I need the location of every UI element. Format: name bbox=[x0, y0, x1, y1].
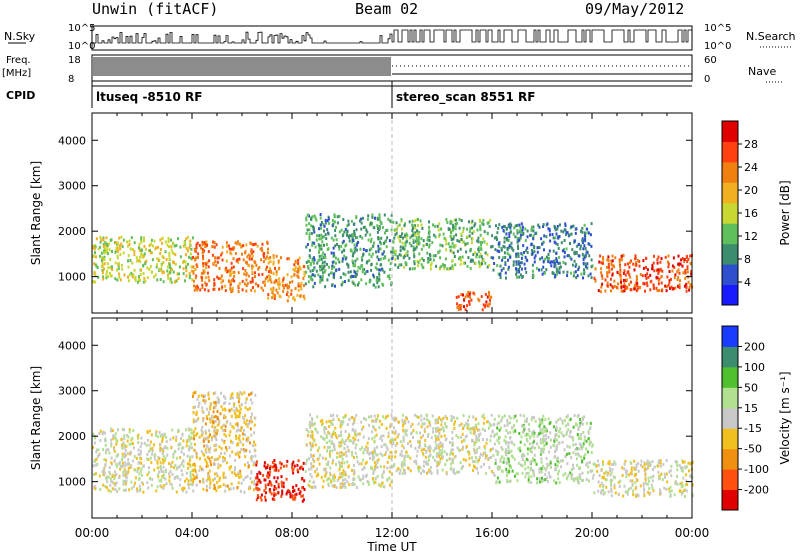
y-axis-label: Slant Range [km] bbox=[29, 366, 43, 470]
cpid-segment-0: ltuseq -8510 RF bbox=[96, 90, 202, 104]
colorbar-band-7 bbox=[722, 346, 738, 367]
freq-tick-top: 18 bbox=[68, 55, 81, 66]
cpid-strip: ltuseq -8510 RF stereo_scan 8551 RF bbox=[92, 81, 692, 108]
y-tick-label-0: 4000 bbox=[58, 134, 86, 147]
colorbar-label: Velocity [m s⁻¹] bbox=[778, 371, 792, 464]
date-title: 09/May/2012 bbox=[585, 0, 684, 18]
x-tick-label-4: 16:00 bbox=[475, 526, 510, 540]
y-tick-label-2: 2000 bbox=[58, 430, 86, 443]
y-tick-label-3: 1000 bbox=[58, 271, 86, 284]
colorbar: 28 24 20 16 12 8 4 Power [dB] bbox=[722, 121, 792, 306]
nave-tick-top: 60 bbox=[704, 55, 717, 66]
colorbar-band-5 bbox=[722, 182, 738, 203]
data-region-3 bbox=[305, 213, 394, 289]
nsky-label: N.Sky bbox=[4, 30, 36, 43]
data-region-0 bbox=[92, 427, 194, 493]
y-tick-label-2: 2000 bbox=[58, 225, 86, 238]
colorbar-band-1 bbox=[722, 469, 738, 490]
time-axis: 00:00 04:00 08:00 12:00 16:00 20:00 00:00 Time … bbox=[75, 526, 710, 554]
colorbar-band-5 bbox=[722, 387, 738, 408]
data-region-0 bbox=[92, 236, 194, 284]
colorbar: 200 100 50 15 -15 -50 -100 -200 Velocity [m s⁻¹] bbox=[722, 326, 792, 511]
data-region-5 bbox=[492, 414, 594, 485]
nsearch-tick-bottom: 10^0 bbox=[704, 41, 731, 52]
colorbar-label: Power [dB] bbox=[778, 180, 792, 245]
colorbar-tick-1: 100 bbox=[744, 361, 765, 374]
colorbar-band-3 bbox=[722, 428, 738, 449]
data-region-1 bbox=[192, 240, 269, 293]
colorbar-band-6 bbox=[722, 162, 738, 183]
freq-label: Freq. bbox=[6, 55, 31, 66]
colorbar-tick-3: 16 bbox=[744, 207, 758, 220]
data-region-4 bbox=[392, 414, 494, 476]
x-tick-label-2: 08:00 bbox=[275, 526, 310, 540]
beam-title: Beam 02 bbox=[355, 0, 418, 18]
freq-unit-label: [MHz] bbox=[2, 68, 31, 79]
colorbar-tick-1: 24 bbox=[744, 161, 758, 174]
velocity-panel: 4000 3000 2000 1000 Slant Range [km] 200 100 50… bbox=[29, 318, 792, 518]
nsearch-label: N.Search bbox=[746, 30, 796, 43]
colorbar-tick-0: 28 bbox=[744, 138, 758, 151]
data-region-2 bbox=[255, 459, 306, 503]
colorbar-band-7 bbox=[722, 141, 738, 162]
colorbar-band-3 bbox=[722, 223, 738, 244]
freq-tick-bottom: 8 bbox=[68, 74, 74, 85]
colorbar-tick-7: -200 bbox=[744, 484, 769, 497]
x-tick-label-3: 12:00 bbox=[375, 526, 410, 540]
nave-tick-bottom: 0 bbox=[704, 74, 710, 85]
colorbar-band-4 bbox=[722, 203, 738, 224]
colorbar-tick-2: 20 bbox=[744, 184, 758, 197]
data-region-1 bbox=[192, 391, 256, 494]
colorbar-band-6 bbox=[722, 367, 738, 388]
colorbar-tick-6: -100 bbox=[744, 463, 769, 476]
data-region-6 bbox=[492, 222, 593, 280]
data-region-4 bbox=[392, 218, 494, 271]
data-region-7 bbox=[594, 254, 694, 293]
x-tick-label-0: 00:00 bbox=[75, 526, 110, 540]
colorbar-tick-2: 50 bbox=[744, 381, 758, 394]
nsky-tick-top: 10^5 bbox=[68, 23, 95, 34]
y-tick-label-1: 3000 bbox=[58, 385, 86, 398]
colorbar-band-0 bbox=[722, 285, 738, 306]
y-tick-label-0: 4000 bbox=[58, 339, 86, 352]
nave-label: Nave bbox=[748, 65, 776, 78]
colorbar-band-2 bbox=[722, 244, 738, 265]
colorbar-band-1 bbox=[722, 264, 738, 285]
colorbar-band-2 bbox=[722, 449, 738, 470]
cpid-label: CPID bbox=[6, 89, 35, 102]
y-tick-label-1: 3000 bbox=[58, 180, 86, 193]
x-tick-label-5: 20:00 bbox=[575, 526, 610, 540]
colorbar-band-8 bbox=[722, 326, 738, 347]
data-region-5 bbox=[456, 291, 493, 312]
colorbar-tick-6: 4 bbox=[744, 276, 751, 289]
data-region-3 bbox=[305, 414, 394, 490]
x-axis-label: Time UT bbox=[366, 540, 417, 554]
data-region-2 bbox=[267, 254, 306, 302]
x-tick-label-6: 00:00 bbox=[675, 526, 710, 540]
y-tick-label-3: 1000 bbox=[58, 476, 86, 489]
power-panel: 4000 3000 2000 1000 Slant Range [km] 28 24 20 16… bbox=[29, 113, 792, 313]
freq-trace bbox=[92, 57, 692, 76]
station-title: Unwin (fitACF) bbox=[92, 0, 218, 18]
colorbar-tick-5: -50 bbox=[744, 443, 762, 456]
colorbar-tick-4: 12 bbox=[744, 230, 758, 243]
colorbar-band-4 bbox=[722, 408, 738, 429]
colorbar-tick-3: 15 bbox=[744, 402, 758, 415]
colorbar-tick-4: -15 bbox=[744, 422, 762, 435]
colorbar-tick-5: 8 bbox=[744, 253, 751, 266]
colorbar-band-8 bbox=[722, 121, 738, 142]
nsearch-tick-top: 10^5 bbox=[704, 23, 731, 34]
y-axis-ticks: 4000 3000 2000 1000 bbox=[58, 134, 692, 283]
x-tick-label-1: 04:00 bbox=[175, 526, 210, 540]
cpid-segment-1: stereo_scan 8551 RF bbox=[396, 90, 535, 105]
nsky-tick-bottom: 10^0 bbox=[68, 41, 95, 52]
colorbar-band-0 bbox=[722, 490, 738, 511]
y-axis-label: Slant Range [km] bbox=[29, 161, 43, 265]
colorbar-tick-0: 200 bbox=[744, 340, 765, 353]
nsky-trace bbox=[92, 30, 692, 44]
data-region-6 bbox=[593, 459, 694, 498]
